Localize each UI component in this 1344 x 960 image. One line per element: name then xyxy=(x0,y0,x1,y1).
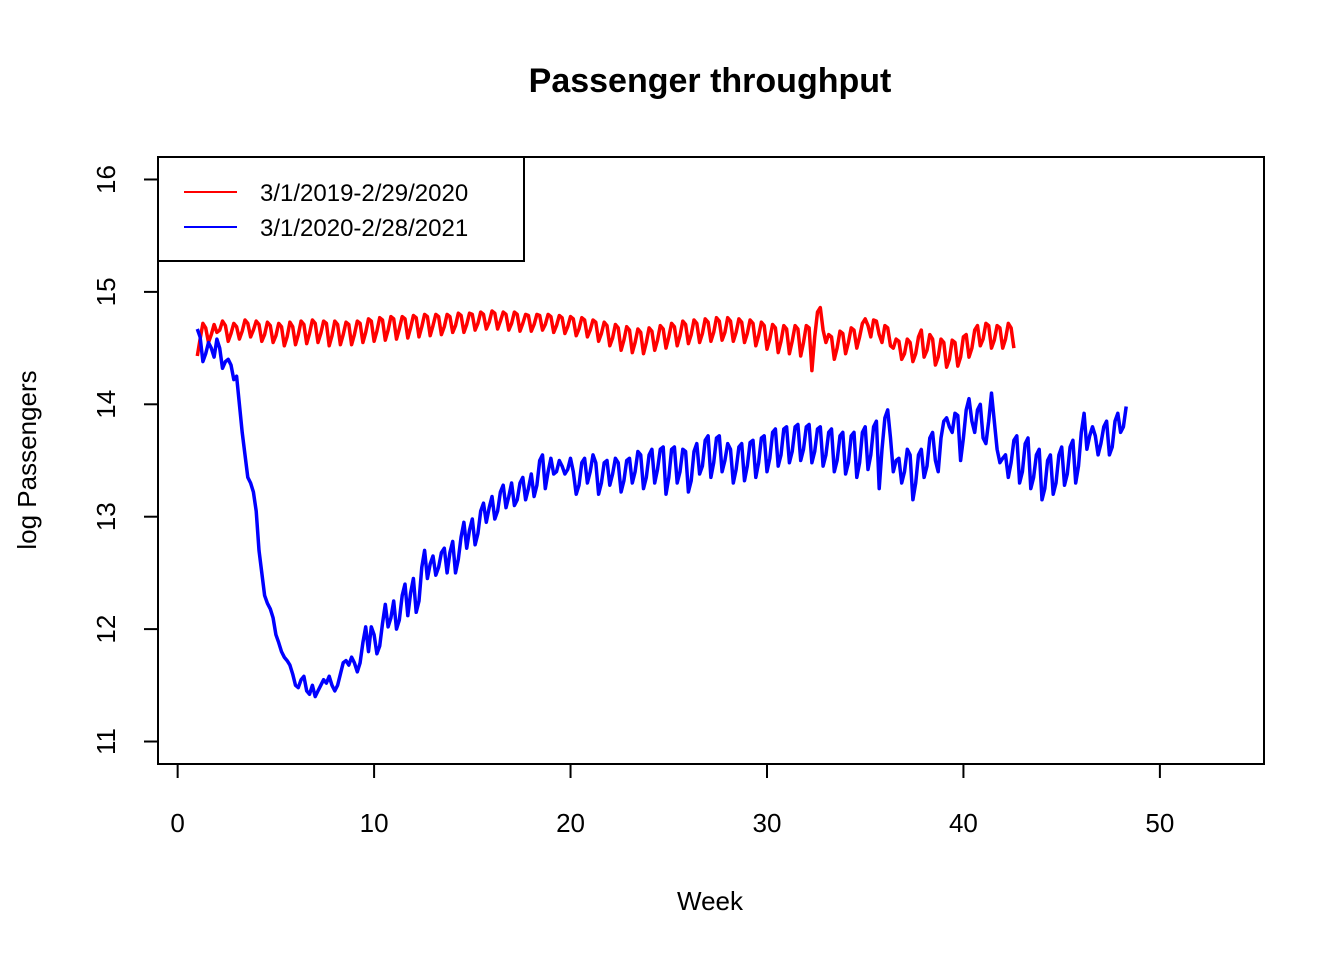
x-tick-label: 30 xyxy=(753,808,782,838)
legend-label-2019: 3/1/2019-2/29/2020 xyxy=(260,180,468,207)
y-tick-label: 11 xyxy=(91,728,121,755)
series-line-2020 xyxy=(195,328,1128,699)
y-tick-label: 13 xyxy=(91,502,121,531)
x-tick-label: 0 xyxy=(170,808,184,838)
y-axis: 11 12 13 14 15 16 xyxy=(91,165,159,755)
x-tick-label: 10 xyxy=(360,808,389,838)
chart-title: Passenger throughput xyxy=(529,62,892,100)
x-tick-label: 50 xyxy=(1145,808,1174,838)
y-tick-label: 16 xyxy=(91,165,121,194)
series-line-2019 xyxy=(195,305,1016,373)
y-tick-label: 14 xyxy=(91,390,121,419)
legend: 3/1/2019-2/29/2020 3/1/2020-2/28/2021 xyxy=(157,156,525,262)
x-axis: 0 10 20 30 40 50 xyxy=(170,763,1174,838)
y-axis-label: log Passengers xyxy=(12,370,42,549)
x-tick-label: 40 xyxy=(949,808,978,838)
series-layer xyxy=(195,305,1128,699)
y-tick-label: 12 xyxy=(91,615,121,644)
legend-box xyxy=(157,156,525,262)
legend-label-2020: 3/1/2020-2/28/2021 xyxy=(260,215,468,242)
y-tick-label: 15 xyxy=(91,277,121,306)
x-tick-label: 20 xyxy=(556,808,585,838)
x-axis-label: Week xyxy=(677,886,744,916)
